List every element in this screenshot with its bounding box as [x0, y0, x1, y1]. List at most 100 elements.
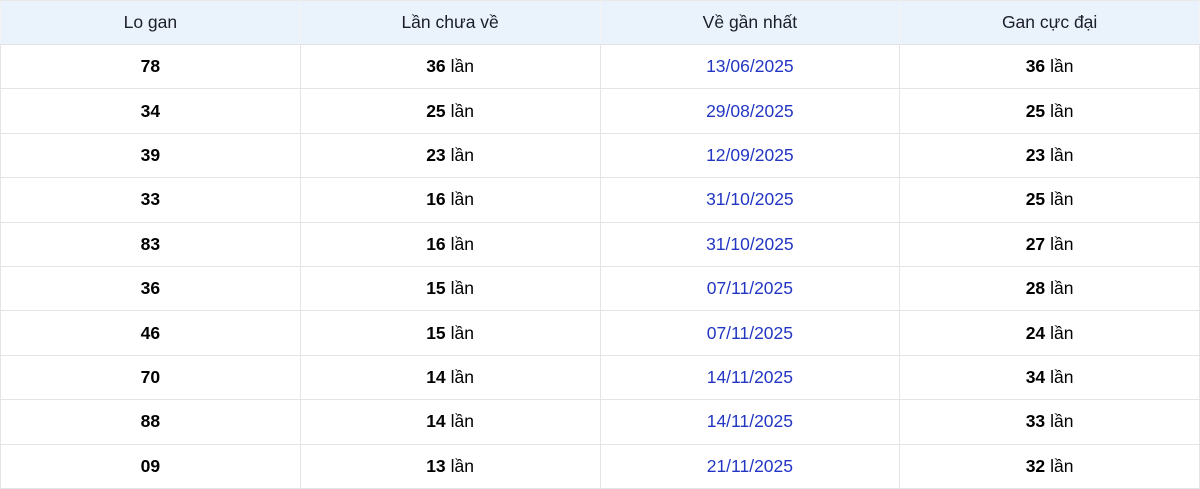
unit-label: lần: [1050, 233, 1074, 254]
ve-gan-nhat-date-link[interactable]: 31/10/2025: [706, 189, 794, 210]
lo-gan-value: 09: [140, 455, 161, 476]
cell-lo-gan: 36: [0, 265, 301, 312]
table-row: 39 23 lần 12/09/2025 23 lần: [0, 132, 1200, 179]
ve-gan-nhat-date-link[interactable]: 13/06/2025: [706, 56, 794, 77]
lan-chua-ve-value: 15: [426, 278, 446, 299]
unit-label: lần: [1050, 189, 1074, 210]
unit-label: lần: [450, 189, 475, 210]
lan-chua-ve-value: 14: [426, 411, 446, 432]
cell-lan-chua-ve: 14 lần: [299, 354, 601, 401]
table-header: Lo gan Lần chưa về Về gần nhất Gan cực đ…: [0, 0, 1200, 45]
cell-lo-gan: 34: [0, 88, 301, 134]
gan-cuc-dai-value: 25: [1025, 189, 1046, 210]
unit-label: lần: [1050, 411, 1074, 432]
lo-gan-value: 83: [140, 233, 161, 254]
gan-cuc-dai-value: 25: [1025, 100, 1046, 121]
gan-cuc-dai-value: 24: [1025, 322, 1046, 343]
cell-gan-cuc-dai: 23 lần: [899, 132, 1200, 179]
unit-label: lần: [1050, 144, 1074, 165]
cell-gan-cuc-dai: 24 lần: [899, 310, 1200, 356]
header-row: Lo gan Lần chưa về Về gần nhất Gan cực đ…: [0, 0, 1200, 45]
gan-cuc-dai-value: 33: [1025, 411, 1046, 432]
ve-gan-nhat-date-link[interactable]: 07/11/2025: [706, 278, 794, 299]
lan-chua-ve-value: 14: [426, 366, 446, 387]
cell-gan-cuc-dai: 36 lần: [899, 43, 1200, 90]
cell-lo-gan: 70: [0, 354, 301, 401]
cell-lan-chua-ve: 23 lần: [299, 132, 601, 179]
cell-gan-cuc-dai: 25 lần: [899, 88, 1200, 134]
gan-cuc-dai-value: 28: [1025, 278, 1046, 299]
cell-ve-gan-nhat: 13/06/2025: [599, 43, 901, 90]
table-row: 46 15 lần 07/11/2025 24 lần: [0, 310, 1200, 356]
cell-lan-chua-ve: 14 lần: [299, 399, 601, 445]
cell-gan-cuc-dai: 25 lần: [899, 177, 1200, 223]
unit-label: lần: [450, 144, 475, 165]
unit-label: lần: [450, 278, 475, 299]
table-row: 78 36 lần 13/06/2025 36 lần: [0, 43, 1200, 90]
column-header-gan-cuc-dai: Gan cực đại: [899, 0, 1200, 45]
column-header-lan-chua-ve: Lần chưa về: [299, 0, 601, 45]
lo-gan-value: 39: [140, 144, 161, 165]
lan-chua-ve-value: 25: [426, 100, 446, 121]
lan-chua-ve-value: 16: [426, 189, 446, 210]
unit-label: lần: [1050, 366, 1074, 387]
cell-lan-chua-ve: 25 lần: [299, 88, 601, 134]
cell-lo-gan: 83: [0, 221, 301, 267]
lan-chua-ve-value: 15: [426, 322, 446, 343]
lo-gan-value: 78: [140, 56, 161, 77]
lan-chua-ve-value: 13: [426, 455, 446, 476]
lo-gan-value: 36: [140, 278, 161, 299]
cell-lo-gan: 33: [0, 177, 301, 223]
lo-gan-value: 46: [140, 322, 161, 343]
ve-gan-nhat-date-link[interactable]: 12/09/2025: [706, 144, 794, 165]
cell-ve-gan-nhat: 14/11/2025: [599, 399, 901, 445]
cell-lan-chua-ve: 36 lần: [299, 43, 601, 90]
cell-ve-gan-nhat: 07/11/2025: [599, 265, 901, 312]
cell-lan-chua-ve: 15 lần: [299, 310, 601, 356]
unit-label: lần: [1050, 278, 1074, 299]
cell-ve-gan-nhat: 31/10/2025: [599, 221, 901, 267]
cell-lan-chua-ve: 16 lần: [299, 177, 601, 223]
lan-chua-ve-value: 23: [426, 144, 446, 165]
cell-lo-gan: 78: [0, 43, 301, 90]
cell-gan-cuc-dai: 32 lần: [899, 443, 1200, 489]
lo-gan-value: 70: [140, 366, 161, 387]
gan-cuc-dai-value: 27: [1025, 233, 1046, 254]
cell-lan-chua-ve: 13 lần: [299, 443, 601, 489]
table-row: 88 14 lần 14/11/2025 33 lần: [0, 399, 1200, 445]
cell-gan-cuc-dai: 34 lần: [899, 354, 1200, 401]
ve-gan-nhat-date-link[interactable]: 14/11/2025: [706, 411, 794, 432]
column-header-ve-gan-nhat: Về gần nhất: [599, 0, 901, 45]
table-row: 09 13 lần 21/11/2025 32 lần: [0, 443, 1200, 489]
table-row: 83 16 lần 31/10/2025 27 lần: [0, 221, 1200, 267]
unit-label: lần: [450, 233, 475, 254]
unit-label: lần: [450, 366, 475, 387]
ve-gan-nhat-date-link[interactable]: 29/08/2025: [706, 100, 794, 121]
gan-cuc-dai-value: 36: [1025, 56, 1046, 77]
table-row: 34 25 lần 29/08/2025 25 lần: [0, 88, 1200, 134]
unit-label: lần: [1050, 100, 1074, 121]
unit-label: lần: [1050, 56, 1074, 77]
ve-gan-nhat-date-link[interactable]: 31/10/2025: [706, 233, 794, 254]
lan-chua-ve-value: 16: [426, 233, 446, 254]
table-row: 36 15 lần 07/11/2025 28 lần: [0, 265, 1200, 312]
cell-lo-gan: 46: [0, 310, 301, 356]
unit-label: lần: [450, 322, 475, 343]
unit-label: lần: [450, 56, 475, 77]
ve-gan-nhat-date-link[interactable]: 14/11/2025: [706, 366, 794, 387]
ve-gan-nhat-date-link[interactable]: 21/11/2025: [706, 455, 794, 476]
column-header-lo-gan: Lo gan: [0, 0, 301, 45]
gan-cuc-dai-value: 32: [1025, 455, 1046, 476]
cell-lo-gan: 88: [0, 399, 301, 445]
lan-chua-ve-value: 36: [426, 56, 446, 77]
ve-gan-nhat-date-link[interactable]: 07/11/2025: [706, 322, 794, 343]
cell-gan-cuc-dai: 33 lần: [899, 399, 1200, 445]
cell-lan-chua-ve: 15 lần: [299, 265, 601, 312]
cell-ve-gan-nhat: 21/11/2025: [599, 443, 901, 489]
cell-ve-gan-nhat: 29/08/2025: [599, 88, 901, 134]
cell-ve-gan-nhat: 14/11/2025: [599, 354, 901, 401]
cell-lo-gan: 09: [0, 443, 301, 489]
unit-label: lần: [450, 455, 475, 476]
